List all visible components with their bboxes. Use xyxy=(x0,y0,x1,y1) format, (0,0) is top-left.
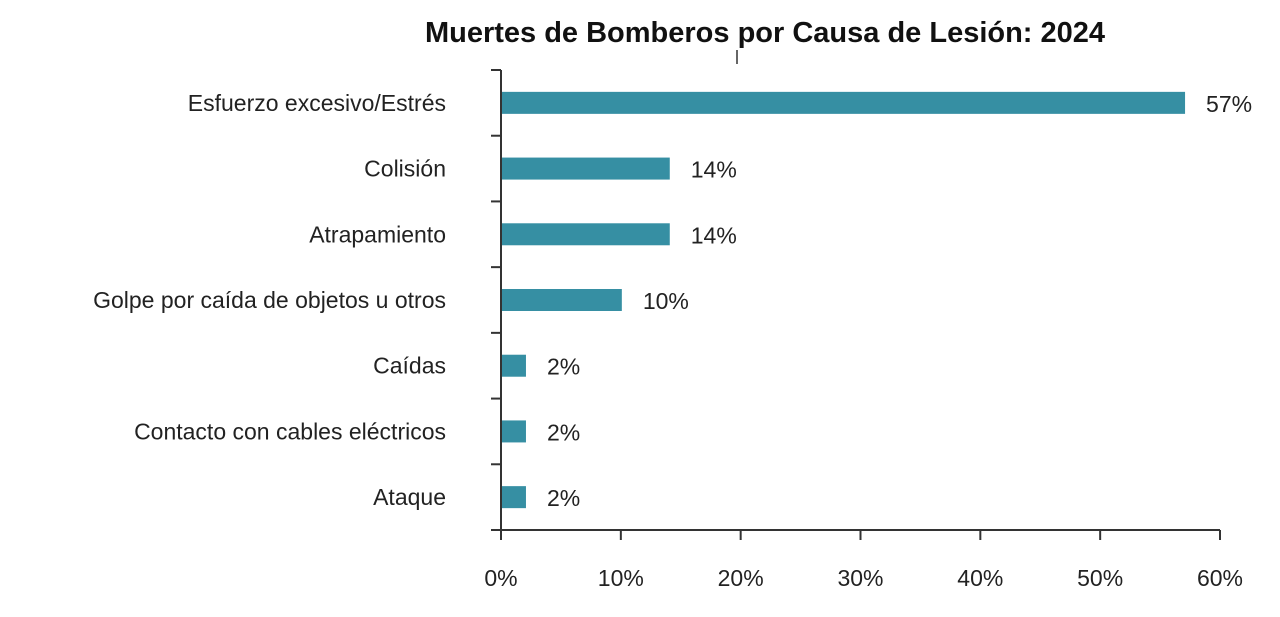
bar xyxy=(502,289,622,311)
bar xyxy=(502,354,526,377)
bar xyxy=(502,420,526,443)
x-tick-label: 60% xyxy=(1197,565,1243,591)
category-label: Contacto con cables eléctricos xyxy=(134,418,446,444)
category-label: Caídas xyxy=(373,353,446,379)
x-tick-label: 20% xyxy=(718,565,764,591)
x-tick-label: 10% xyxy=(598,565,644,591)
category-label: Atrapamiento xyxy=(309,221,446,247)
bar xyxy=(502,157,670,180)
data-label: 10% xyxy=(643,288,689,314)
x-tick-label: 30% xyxy=(837,565,883,591)
x-tick-label: 40% xyxy=(957,565,1003,591)
x-tick-label: 0% xyxy=(484,565,517,591)
bar xyxy=(502,223,670,246)
bar xyxy=(502,486,526,509)
category-label: Esfuerzo excesivo/Estrés xyxy=(188,90,446,116)
category-label: Ataque xyxy=(373,484,446,510)
data-label: 14% xyxy=(691,157,737,183)
data-label: 2% xyxy=(547,354,580,380)
data-label: 2% xyxy=(547,485,580,511)
category-label: Colisión xyxy=(364,156,446,182)
x-tick-label: 50% xyxy=(1077,565,1123,591)
bar xyxy=(502,91,1186,114)
data-label: 2% xyxy=(547,419,580,445)
data-label: 57% xyxy=(1206,91,1252,117)
category-label: Golpe por caída de objetos u otros xyxy=(93,287,446,313)
data-label: 14% xyxy=(691,222,737,248)
chart-title: Muertes de Bomberos por Causa de Lesión:… xyxy=(425,17,1105,49)
